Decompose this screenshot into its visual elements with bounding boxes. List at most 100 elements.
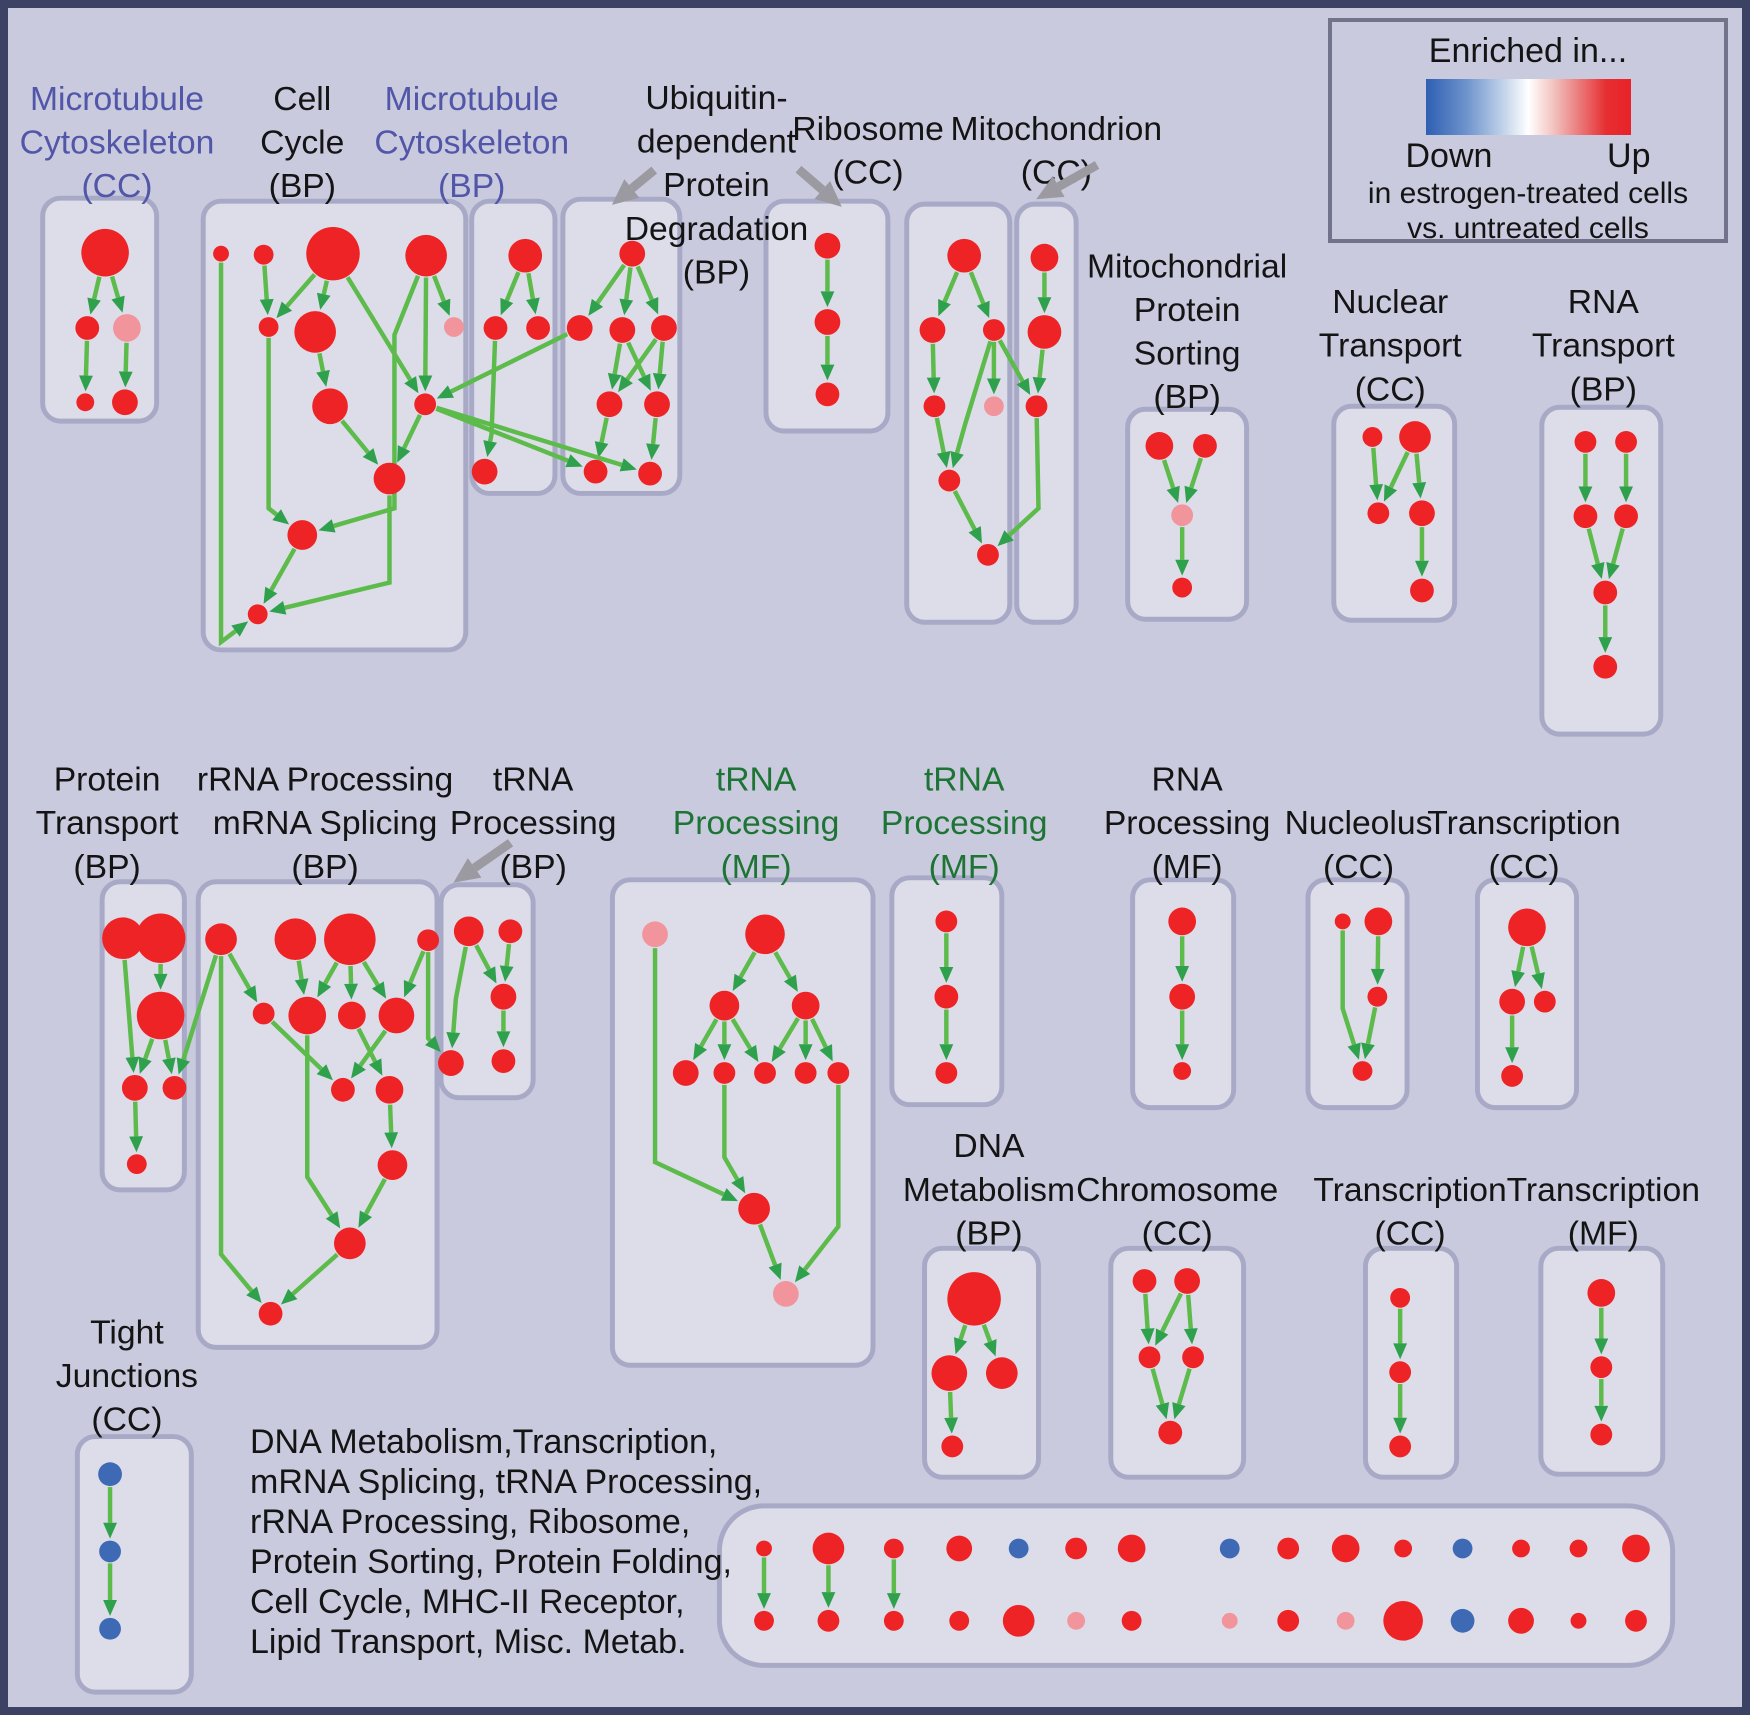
edge-rrna-1 xyxy=(296,960,304,980)
group-label-dna-metabolism: DNA Metabolism (BP) xyxy=(903,1128,1075,1252)
edge-chromosome-4-head xyxy=(1172,1402,1186,1420)
edge-microtubule-bp-1-head xyxy=(526,297,540,315)
edge-trna-bp-1 xyxy=(474,944,492,971)
node-protein-transport-1 xyxy=(135,913,186,964)
node-rrna-9 xyxy=(375,1075,404,1104)
group-label-trna-bp: tRNA Processing (BP) xyxy=(450,762,617,886)
edge-rrna-0-head xyxy=(243,985,258,1003)
cross-edge-3-head xyxy=(1016,377,1031,395)
node-ribosome-4 xyxy=(983,396,1004,417)
layer-gray-arrows xyxy=(453,161,1100,883)
node-ubiquitin-right-2 xyxy=(815,382,840,407)
node-ubiquitin-left-6 xyxy=(583,459,608,484)
node-rrna-7 xyxy=(378,997,415,1034)
edge-ubiquitin-left-5-head xyxy=(618,375,633,393)
edge-mitochondrion-0-head xyxy=(1037,297,1052,314)
node-misc-22 xyxy=(1452,1538,1473,1559)
node-mito-sorting-2 xyxy=(1171,504,1194,527)
node-microtubule-cc-3 xyxy=(76,393,95,412)
edge-mito-sorting-0-head xyxy=(1166,485,1180,503)
edge-cell-cycle-7 xyxy=(340,419,370,454)
edge-cell-cycle-9-head xyxy=(272,509,290,525)
edge-microtubule-cc-2-head xyxy=(79,375,93,392)
node-misc-28 xyxy=(1622,1534,1650,1563)
node-ribosome-3 xyxy=(923,395,946,418)
node-misc-19 xyxy=(1336,1611,1355,1630)
node-protein-transport-2 xyxy=(136,991,185,1040)
annotation-line: Lipid Transport, Misc. Metab. xyxy=(250,1623,687,1661)
legend-box: Enriched in... Down Up in estrogen-treat… xyxy=(1328,18,1728,245)
node-misc-7 xyxy=(949,1610,970,1631)
edge-rrna-11-head xyxy=(358,1210,373,1228)
group-label-protein-transport: Protein Transport (BP) xyxy=(36,762,180,886)
node-ribosome-0 xyxy=(947,238,982,273)
legend-title: Enriched in... xyxy=(1428,32,1628,70)
group-label-transcription-cc-mid: Transcription (CC) xyxy=(1427,805,1620,886)
node-misc-13 xyxy=(1121,1610,1142,1631)
edge-microtubule-cc-3-head xyxy=(118,371,133,388)
node-microtubule-bp-2 xyxy=(526,316,550,340)
edge-dna-metabolism-2 xyxy=(947,1391,954,1418)
group-label-trna-mf-large: tRNA Processing (MF) xyxy=(673,762,840,886)
node-transcription-mf-1 xyxy=(1590,1356,1613,1379)
edge-dna-metabolism-0 xyxy=(958,1324,968,1340)
edge-chromosome-2 xyxy=(1185,1294,1194,1329)
edge-cell-cycle-13-head xyxy=(231,621,249,637)
edge-ubiquitin-left-8-head xyxy=(646,443,660,460)
node-dna-metabolism-2 xyxy=(985,1357,1018,1389)
node-rrna-4 xyxy=(252,1002,275,1025)
edge-mito-sorting-1-head xyxy=(1184,485,1198,503)
node-transcription-cc-mid-1 xyxy=(1499,988,1526,1015)
edge-microtubule-bp-1 xyxy=(526,272,536,300)
gray-callout-arrow-0 xyxy=(629,166,658,192)
edge-ubiquitin-left-0 xyxy=(595,263,627,305)
edge-microtubule-bp-2-head xyxy=(483,440,497,457)
node-cell-cycle-6 xyxy=(312,388,348,425)
edge-cell-cycle-6 xyxy=(317,352,326,372)
edge-protein-transport-0 xyxy=(122,959,135,1058)
layer-nodes xyxy=(75,226,1650,1641)
node-misc-17 xyxy=(1277,1609,1300,1632)
edge-nuclear-transport-2-head xyxy=(1412,482,1427,499)
edge-microtubule-bp-0-head xyxy=(500,297,514,316)
node-misc-6 xyxy=(946,1535,973,1562)
edge-trna-mf-large-11-head xyxy=(794,1265,811,1283)
node-rrna-1 xyxy=(274,918,317,961)
edge-trna-mf-small-0-head xyxy=(939,966,954,983)
edge-ribosome-0 xyxy=(942,271,960,303)
node-rna-transport-4 xyxy=(1593,580,1618,605)
gray-callout-arrow-1 xyxy=(795,165,826,194)
edge-ubiquitin-left-2-head xyxy=(645,296,659,315)
cross-edge-0 xyxy=(449,332,569,394)
edge-microtubule-cc-3 xyxy=(123,342,129,372)
group-box-cell-cycle xyxy=(200,198,469,653)
node-ubiquitin-left-0 xyxy=(619,240,646,267)
node-cell-cycle-3 xyxy=(405,234,447,277)
edge-cell-cycle-2 xyxy=(321,280,330,295)
node-mito-sorting-1 xyxy=(1193,433,1217,458)
node-trna-mf-large-3 xyxy=(791,991,820,1020)
edge-microtubule-bp-0 xyxy=(504,271,521,302)
edge-ubiquitin-left-0-head xyxy=(588,298,604,316)
edge-cell-cycle-5 xyxy=(431,275,446,302)
layer-labels: Microtubule Cytoskeleton (CC) Cell Cycle (BP)… xyxy=(20,80,1700,1439)
cross-edge-5 xyxy=(181,954,219,1061)
group-box-transcription-cc-bottom xyxy=(1362,1245,1460,1480)
node-tight-junctions-2 xyxy=(99,1617,121,1640)
edge-trna-mf-large-6-head xyxy=(798,1044,813,1061)
edge-tight-junctions-1-head xyxy=(103,1600,117,1616)
group-label-nucleolus: Nucleolus (CC) xyxy=(1285,805,1433,886)
node-transcription-cc-mid-0 xyxy=(1508,908,1546,947)
node-cell-cycle-11 xyxy=(247,604,268,625)
edge-rrna-4 xyxy=(361,960,380,987)
edge-rrna-6 xyxy=(270,1020,324,1071)
node-trna-mf-large-4 xyxy=(672,1060,699,1086)
node-mito-sorting-0 xyxy=(1145,432,1174,460)
node-ubiquitin-left-3 xyxy=(651,315,677,341)
edge-trna-mf-large-4-head xyxy=(744,1044,759,1062)
edge-chromosome-1-head xyxy=(1155,1328,1169,1346)
edge-cell-cycle-5-head xyxy=(437,298,451,316)
edge-trna-mf-large-2-head xyxy=(693,1042,708,1061)
edge-nuclear-transport-1-head xyxy=(1383,484,1398,502)
edge-cell-cycle-8 xyxy=(402,414,423,450)
